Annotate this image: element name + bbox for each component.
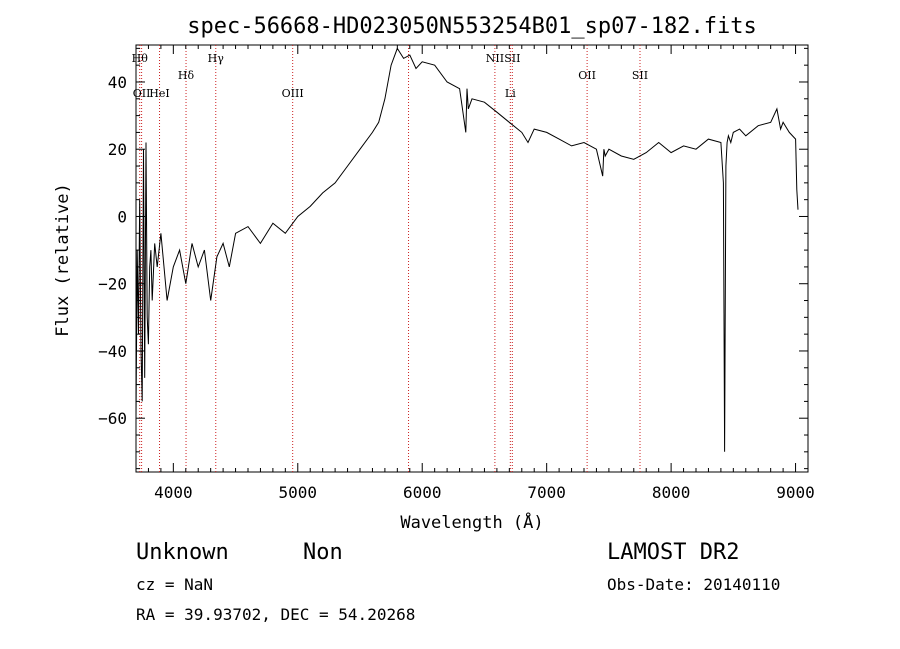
line-label-3: Hδ bbox=[178, 69, 195, 82]
x-tick-label: 4000 bbox=[154, 483, 193, 502]
chart-title: spec-56668-HD023050N553254B01_sp07-182.f… bbox=[187, 14, 757, 39]
y-axis-label: Flux (relative) bbox=[53, 183, 73, 337]
x-tick-label: 6000 bbox=[403, 483, 442, 502]
y-tick-label: −40 bbox=[98, 342, 127, 361]
survey-name: LAMOST DR2 bbox=[607, 540, 740, 565]
y-tick-label: −60 bbox=[98, 409, 127, 428]
line-label-5: OIII bbox=[282, 87, 304, 100]
line-label-2: HeI bbox=[149, 87, 169, 100]
x-tick-label: 9000 bbox=[776, 483, 815, 502]
x-tick-label: 7000 bbox=[527, 483, 566, 502]
line-label-0: Hθ bbox=[132, 52, 149, 65]
spectrum-series-line bbox=[135, 47, 799, 452]
redshift-value: cz = NaN bbox=[136, 575, 214, 594]
y-tick-label: −20 bbox=[98, 275, 127, 294]
x-tick-label: 5000 bbox=[279, 483, 318, 502]
y-tick-label: 0 bbox=[117, 207, 127, 226]
line-label-1: OII bbox=[133, 87, 151, 100]
object-class: Unknown bbox=[136, 540, 229, 565]
plot-frame bbox=[135, 44, 809, 473]
object-subclass: Non bbox=[303, 540, 343, 565]
observation-date: Obs-Date: 20140110 bbox=[607, 575, 781, 594]
line-label-8: Li bbox=[505, 87, 516, 100]
x-axis: 4000 5000 6000 7000 8000 9000 bbox=[135, 45, 815, 502]
spectral-line-markers bbox=[139, 45, 641, 472]
y-axis: −60 −40 −20 0 20 40 bbox=[98, 47, 808, 470]
x-tick-label: 8000 bbox=[652, 483, 691, 502]
line-label-11: SII bbox=[632, 69, 648, 82]
x-axis-label: Wavelength (Å) bbox=[400, 511, 543, 533]
line-label-4: Hγ bbox=[208, 52, 225, 65]
y-tick-label: 20 bbox=[108, 140, 127, 159]
line-label-9: SII bbox=[504, 52, 520, 65]
coordinates: RA = 39.93702, DEC = 54.20268 bbox=[136, 605, 416, 624]
y-tick-label: 40 bbox=[108, 73, 127, 92]
line-label-10: OII bbox=[578, 69, 596, 82]
line-label-7: NII bbox=[486, 52, 504, 65]
